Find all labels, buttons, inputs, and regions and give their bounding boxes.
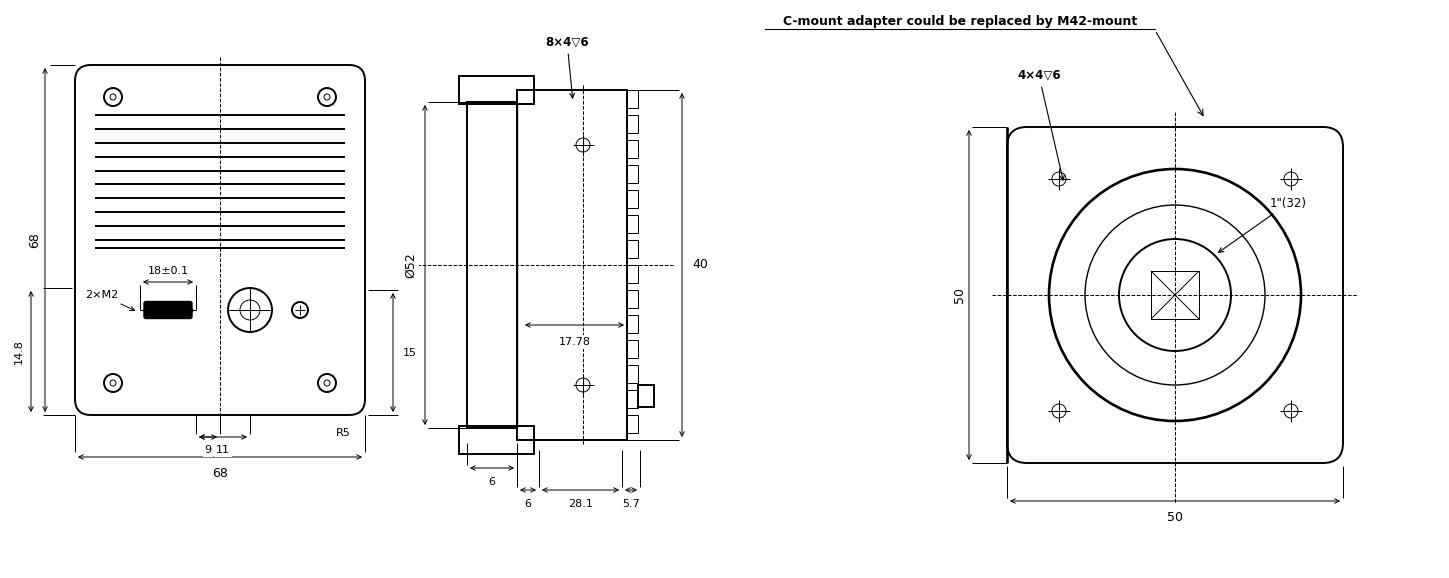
Text: C-mount adapter could be replaced by M42-mount: C-mount adapter could be replaced by M42… [782, 15, 1137, 28]
Text: R5: R5 [336, 428, 351, 438]
Text: 1"(32): 1"(32) [1219, 197, 1307, 253]
Text: 8×4▽6: 8×4▽6 [545, 35, 588, 98]
Text: 9: 9 [204, 445, 212, 455]
Text: 50: 50 [1166, 511, 1182, 524]
Text: 11: 11 [216, 445, 230, 455]
Text: 28.1: 28.1 [568, 499, 593, 509]
Text: 6: 6 [525, 499, 532, 509]
Text: 68: 68 [212, 467, 227, 480]
Text: 6: 6 [488, 477, 496, 487]
Text: 18±0.1: 18±0.1 [148, 266, 188, 276]
Text: 40: 40 [693, 258, 709, 272]
Text: 2×M2: 2×M2 [85, 290, 135, 310]
Text: 50: 50 [952, 287, 965, 303]
Text: Ø52: Ø52 [404, 252, 417, 278]
Text: 17.78: 17.78 [558, 337, 591, 347]
FancyBboxPatch shape [143, 302, 193, 318]
Text: 5.7: 5.7 [622, 499, 640, 509]
Text: 14.8: 14.8 [14, 339, 25, 364]
Text: 4×4▽6: 4×4▽6 [1017, 69, 1065, 180]
Text: 68: 68 [29, 232, 42, 248]
Text: 15: 15 [403, 347, 417, 358]
